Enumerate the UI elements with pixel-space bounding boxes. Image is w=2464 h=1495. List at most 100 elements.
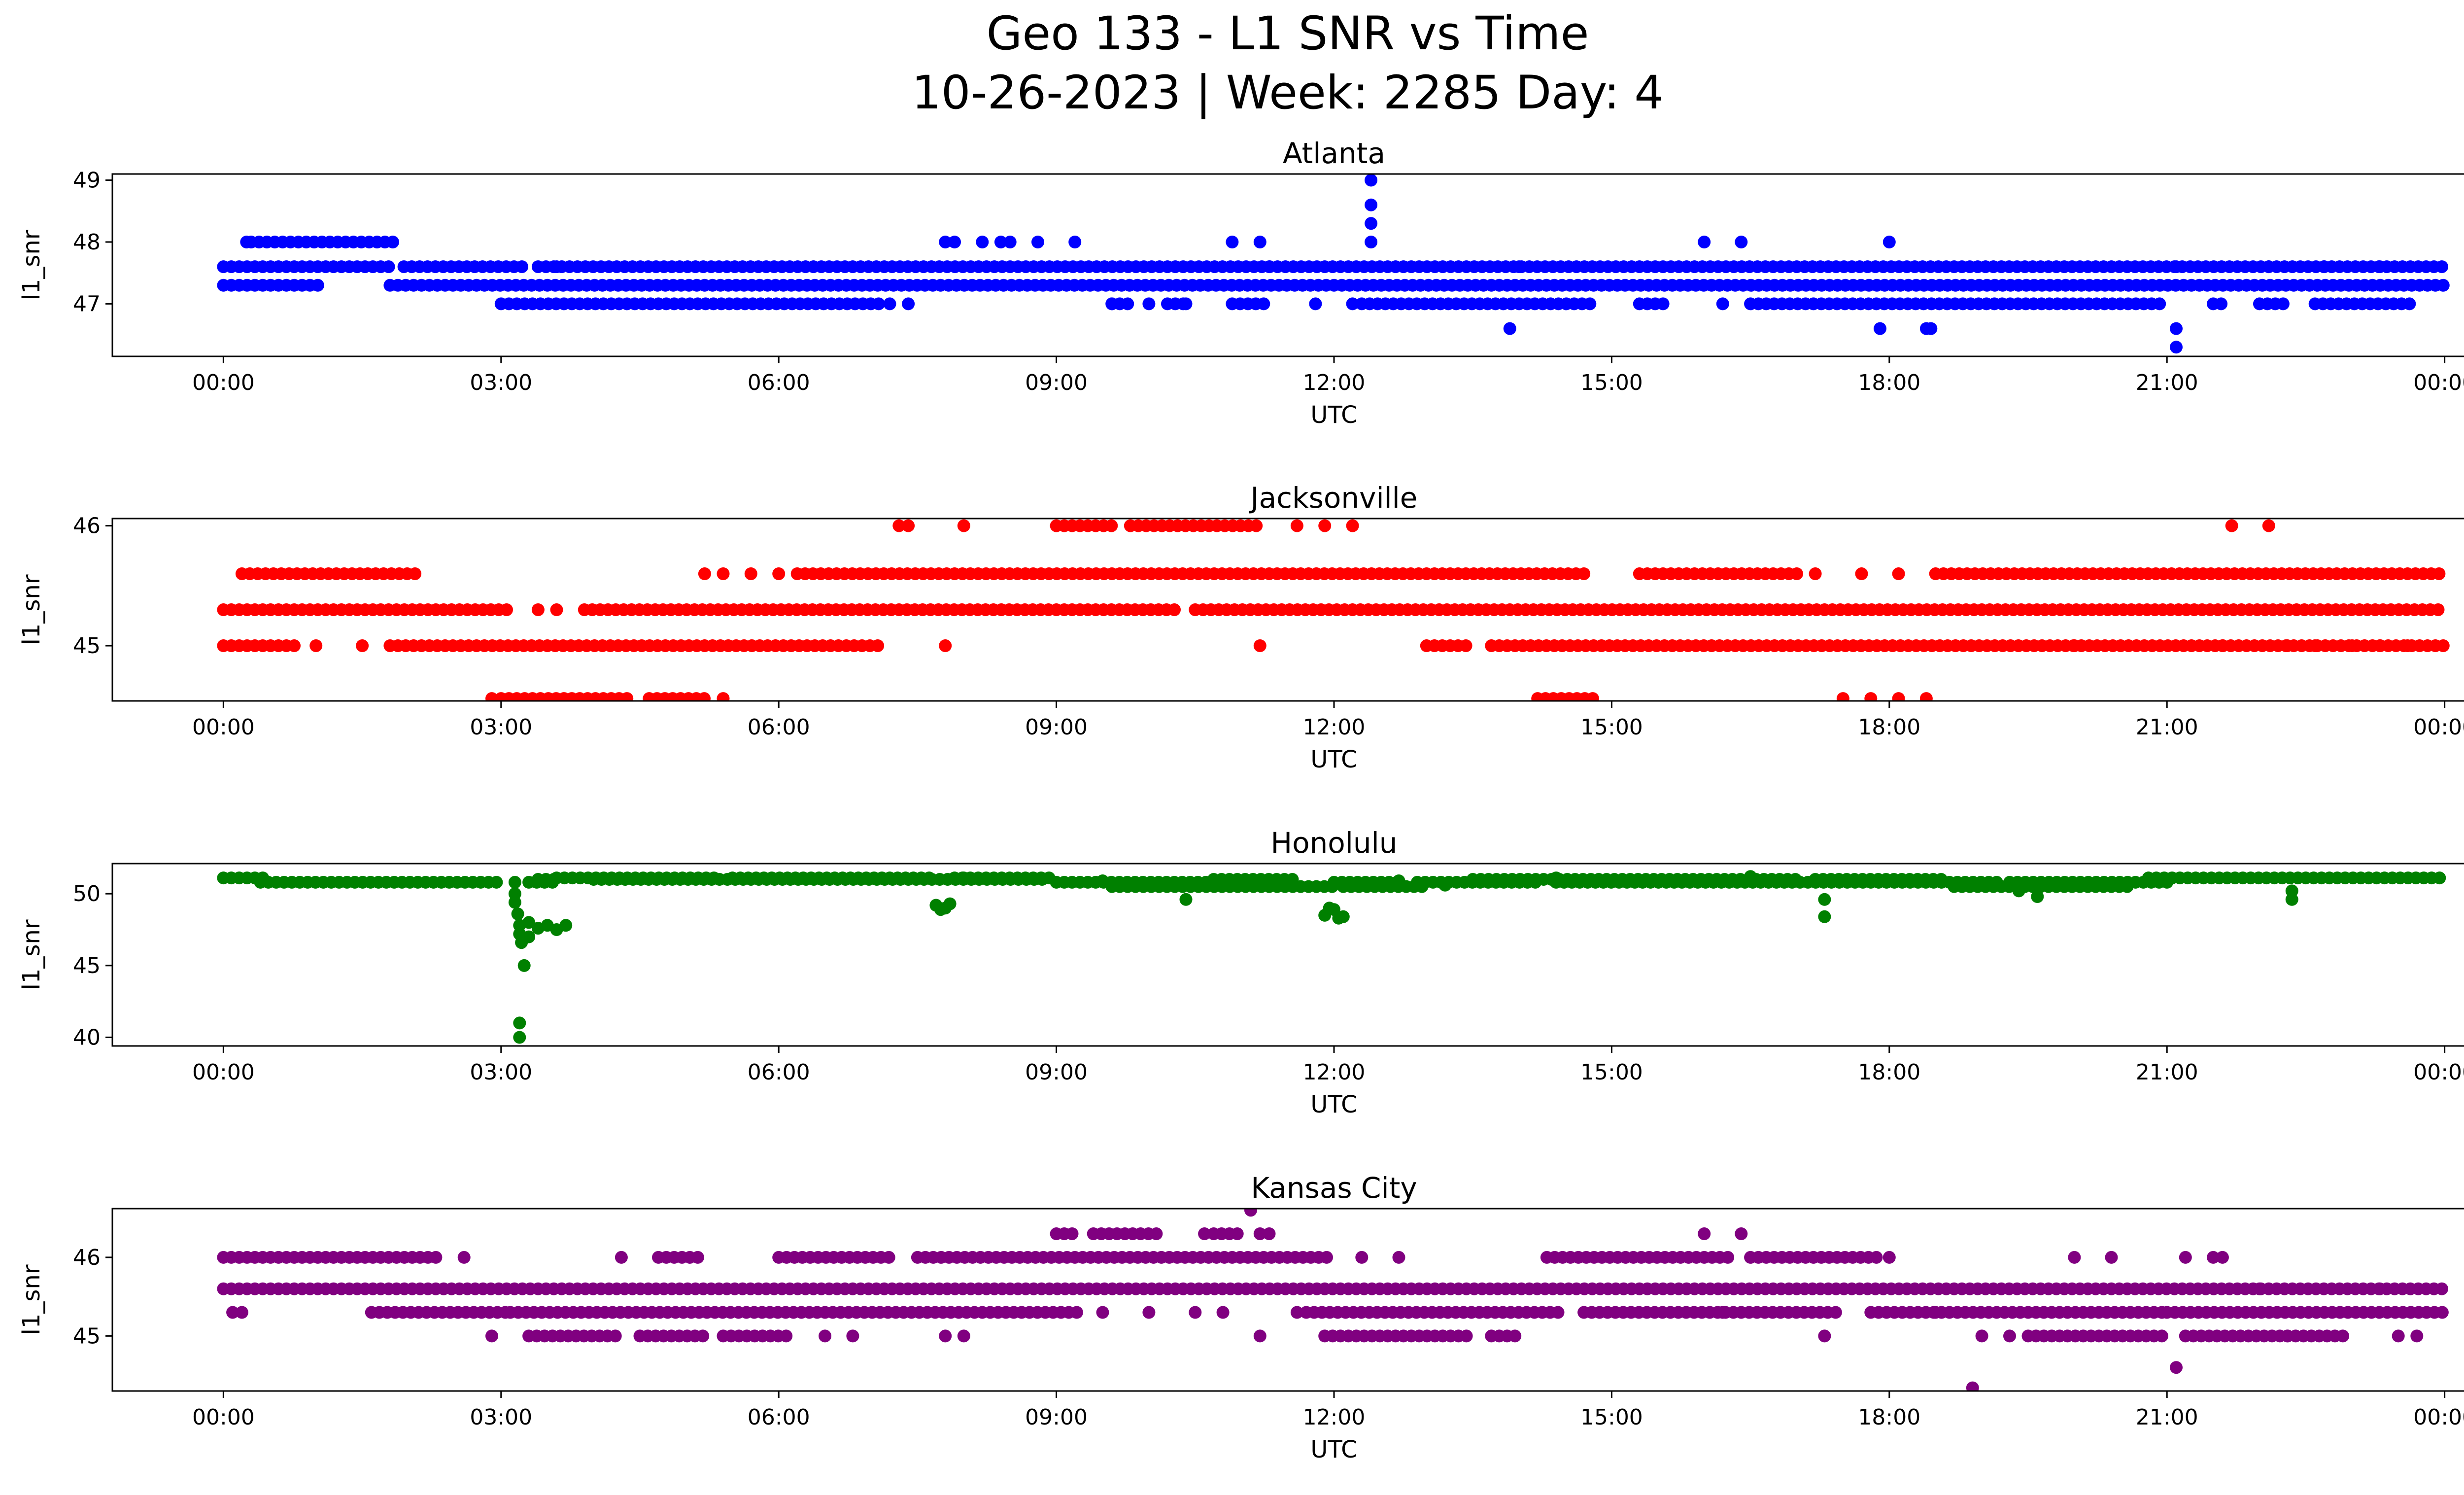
data-point: [2403, 297, 2416, 311]
data-point: [235, 1306, 248, 1319]
data-point: [1286, 873, 1299, 886]
data-point: [288, 639, 301, 652]
y-tick-label: 40: [73, 1025, 101, 1050]
data-point: [1096, 1306, 1109, 1319]
data-point: [846, 1329, 859, 1343]
panel-jacksonville: Jacksonville 45 46 00:00 03:00 06:00 09:00 12:0…: [18, 481, 2464, 773]
data-point: [934, 903, 947, 916]
x-tick-label: 15:00: [1580, 370, 1643, 395]
data-point: [1336, 910, 1350, 923]
data-point: [1365, 198, 1378, 211]
data-point: [2281, 1329, 2294, 1343]
data-point: [1320, 1251, 1333, 1264]
data-point: [1250, 519, 1263, 532]
y-tick-label: 46: [73, 1245, 101, 1270]
data-point: [547, 873, 560, 886]
data-point: [511, 907, 524, 920]
data-point: [559, 919, 573, 932]
data-point: [226, 1306, 240, 1319]
data-point: [1253, 1227, 1266, 1240]
data-point: [1003, 236, 1017, 248]
data-point: [457, 1251, 471, 1264]
panel-atlanta: Atlanta 47 48 49 00:00 03:00 06:00 09:00 12:00 15…: [18, 137, 2464, 429]
data-point: [1924, 322, 1938, 335]
data-point: [508, 875, 521, 889]
x-axis-label: UTC: [1310, 746, 1357, 773]
data-point: [515, 260, 528, 274]
data-point: [1966, 1381, 1979, 1391]
x-tick-label: 12:00: [1303, 1405, 1366, 1430]
x-tick-label: 18:00: [1858, 1405, 1920, 1430]
data-point: [1735, 1227, 1748, 1240]
data-point: [892, 519, 906, 532]
data-point: [1198, 1227, 1211, 1240]
x-tick-label: 00:00: [2413, 1060, 2464, 1085]
data-point: [1150, 1227, 1163, 1240]
data-point: [1586, 692, 1599, 701]
data-point: [2276, 297, 2290, 311]
data-point: [1716, 1306, 1729, 1319]
data-point: [1263, 1227, 1276, 1240]
y-tick-label: 49: [73, 168, 101, 193]
data-point: [1836, 692, 1849, 701]
data-point: [943, 897, 957, 910]
data-point: [2373, 260, 2387, 274]
series-points: [217, 870, 2446, 1044]
y-axis-label: l1_snr: [18, 1264, 45, 1335]
data-point: [1870, 1251, 1883, 1264]
data-point: [1721, 1251, 1735, 1264]
data-point: [1365, 236, 1378, 248]
x-tick-label: 06:00: [748, 1060, 810, 1085]
data-point: [819, 1329, 832, 1343]
data-point: [2170, 341, 2183, 354]
panel-title: Kansas City: [1251, 1171, 1417, 1205]
y-tick-label: 45: [73, 953, 101, 978]
data-point: [2170, 1361, 2183, 1374]
data-point: [409, 567, 422, 580]
data-point: [883, 297, 896, 311]
data-point: [2392, 1329, 2405, 1343]
x-tick-label: 09:00: [1025, 715, 1088, 740]
data-point: [1415, 880, 1429, 893]
data-point: [508, 896, 521, 909]
data-point: [382, 260, 395, 274]
data-point: [2068, 639, 2081, 652]
y-tick-label: 48: [73, 230, 101, 255]
plot-frame: [111, 1208, 2464, 1392]
data-point: [1216, 1306, 1230, 1319]
data-point: [1818, 1329, 1831, 1343]
x-tick-label: 09:00: [1025, 370, 1088, 395]
data-point: [1290, 519, 1303, 532]
x-tick-label: 03:00: [470, 1405, 532, 1430]
data-point: [1735, 236, 1748, 248]
data-point: [2410, 1329, 2424, 1343]
series-points: [217, 519, 2450, 701]
chart-title-line1: Geo 133 - L1 SNR vs Time: [987, 7, 1589, 61]
data-point: [772, 567, 786, 580]
data-point: [1874, 322, 1886, 335]
data-point: [882, 1251, 895, 1264]
data-point: [2160, 875, 2174, 889]
data-point: [1142, 1306, 1156, 1319]
data-point: [2215, 297, 2228, 311]
data-point: [2432, 567, 2446, 580]
x-tick-label: 12:00: [1303, 1060, 1366, 1085]
data-point: [717, 692, 730, 701]
data-point: [957, 871, 970, 885]
data-point: [1892, 692, 1905, 701]
y-tick-label: 50: [73, 881, 101, 906]
data-point: [1698, 1227, 1711, 1240]
data-point: [2170, 322, 2183, 335]
data-point: [1096, 874, 1109, 887]
chart-title-line2: 10-26-2023 | Week: 2285 Day: 4: [912, 66, 1664, 120]
y-tick-label: 45: [73, 1323, 101, 1349]
data-point: [2121, 880, 2134, 893]
data-point: [1231, 1227, 1244, 1240]
data-point: [2012, 884, 2025, 898]
data-point: [1975, 1329, 1988, 1343]
data-point: [2155, 1329, 2168, 1343]
data-point: [2285, 884, 2298, 898]
x-tick-label: 06:00: [748, 715, 810, 740]
data-point: [500, 603, 513, 616]
